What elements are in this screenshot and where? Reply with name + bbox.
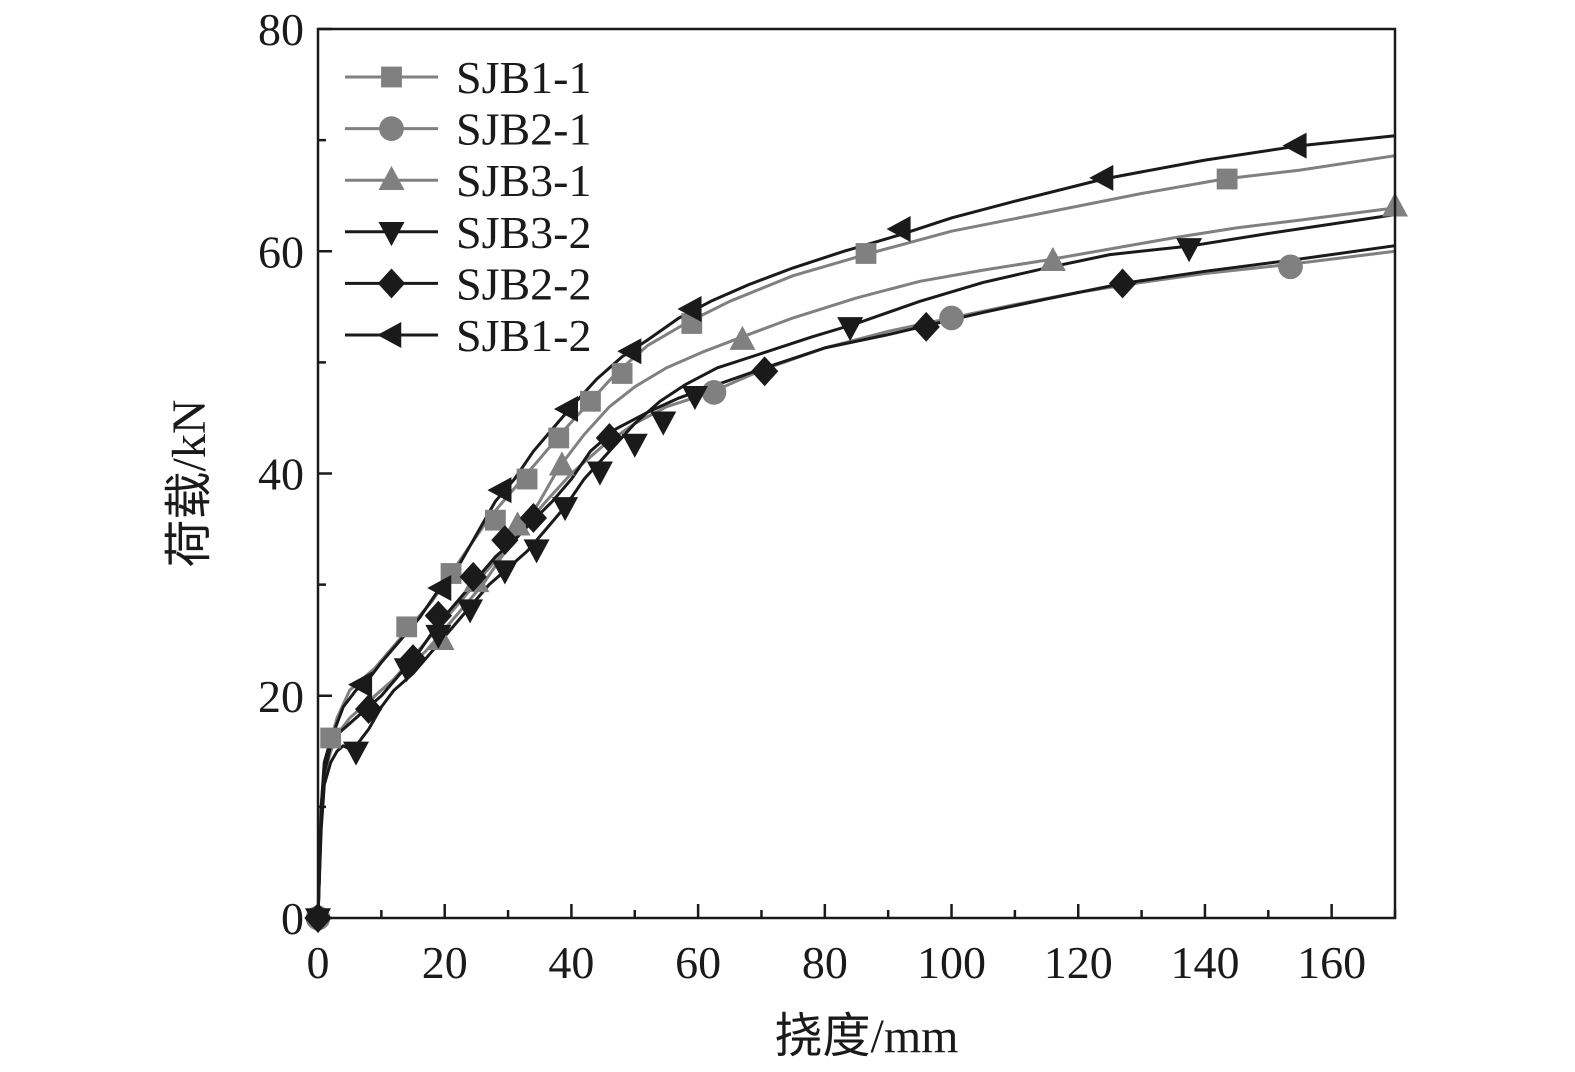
x-tick-label: 160 <box>1297 937 1366 988</box>
x-tick-label: 140 <box>1170 937 1239 988</box>
marker-sjb2-1 <box>939 305 964 331</box>
x-tick-label: 120 <box>1044 937 1113 988</box>
legend-marker <box>377 268 406 299</box>
legend-label: SJB1-2 <box>456 310 591 361</box>
marker-sjb3-2 <box>343 741 370 766</box>
marker-sjb3-2 <box>650 411 677 436</box>
legend-item-sjb2-2: SJB2-2 <box>345 258 591 309</box>
marker-sjb2-2 <box>424 600 453 631</box>
marker-sjb3-2 <box>586 461 613 486</box>
marker-sjb2-2 <box>595 422 624 453</box>
marker-sjb1-1 <box>855 243 877 264</box>
legend-marker <box>377 322 402 348</box>
x-tick-label: 80 <box>802 937 848 988</box>
legend-item-sjb3-2: SJB3-2 <box>345 207 591 258</box>
legend-item-sjb1-2: SJB1-2 <box>345 310 591 361</box>
y-axis-label: 荷载/kN <box>163 399 216 567</box>
marker-sjb2-2 <box>355 694 383 725</box>
x-axis-label: 挠度/mm <box>774 1010 958 1063</box>
legend-label: SJB3-1 <box>456 155 591 206</box>
marker-sjb2-1 <box>701 380 727 405</box>
line-sjb2-2 <box>316 244 1396 919</box>
marker-sjb1-2 <box>617 338 642 365</box>
legend-marker <box>381 66 402 88</box>
legend-item-sjb2-1: SJB2-1 <box>345 104 591 155</box>
legend-label: SJB3-2 <box>456 207 591 258</box>
marker-sjb2-2 <box>459 561 487 592</box>
y-tick-label: 0 <box>281 893 304 944</box>
legend-item-sjb3-1: SJB3-1 <box>345 155 591 206</box>
legend-item-sjb1-1: SJB1-1 <box>345 52 591 103</box>
marker-sjb1-1 <box>611 363 633 384</box>
marker-sjb3-1 <box>729 325 756 350</box>
marker-sjb3-2 <box>425 624 452 649</box>
marker-sjb3-2 <box>681 385 708 411</box>
marker-sjb1-2 <box>677 296 702 323</box>
marker-sjb1-2 <box>487 477 512 504</box>
y-tick-label: 80 <box>258 4 304 55</box>
legend-marker <box>379 116 404 141</box>
axis-ticks <box>316 27 1397 920</box>
y-tick-label: 40 <box>258 449 304 500</box>
tick-labels: 0 20 40 60 80 100 120 140 160 0 20 40 60 80 <box>258 4 1366 988</box>
marker-sjb3-1 <box>1039 246 1066 272</box>
marker-sjb3-1 <box>504 511 531 536</box>
x-tick-label: 20 <box>422 937 468 988</box>
marker-sjb3-2 <box>621 433 648 458</box>
marker-sjb1-1 <box>1216 168 1238 190</box>
marker-sjb2-2 <box>491 525 519 556</box>
marker-sjb1-1 <box>320 727 342 749</box>
marker-sjb2-2 <box>912 311 940 342</box>
marker-sjb3-2 <box>1176 238 1203 263</box>
marker-sjb3-2 <box>523 539 550 564</box>
marker-sjb3-2 <box>457 599 484 624</box>
x-tick-label: 0 <box>307 937 330 988</box>
marker-sjb1-2 <box>427 574 452 601</box>
legend-label: SJB2-1 <box>456 104 591 155</box>
marker-sjb2-2 <box>519 503 548 533</box>
marker-sjb1-1 <box>516 468 538 490</box>
marker-sjb2-2 <box>1108 268 1137 299</box>
x-tick-label: 60 <box>675 937 721 988</box>
marker-sjb1-2 <box>1089 164 1114 191</box>
marker-sjb3-2 <box>837 317 864 342</box>
marker-sjb1-2 <box>1282 132 1307 159</box>
y-tick-label: 20 <box>258 671 304 722</box>
marker-sjb1-1 <box>396 616 418 638</box>
legend-label: SJB2-2 <box>456 258 591 309</box>
marker-sjb3-2 <box>491 560 518 585</box>
y-tick-label: 60 <box>258 226 304 277</box>
marker-sjb1-2 <box>886 216 911 243</box>
marker-sjb1-1 <box>484 509 506 531</box>
legend-label: SJB1-1 <box>456 52 591 103</box>
marker-sjb2-2 <box>750 356 779 387</box>
marker-sjb1-2 <box>348 671 373 698</box>
marker-sjb1-1 <box>580 390 601 412</box>
marker-sjb1-1 <box>548 427 570 449</box>
marker-sjb2-2 <box>399 644 427 675</box>
line-sjb1-2 <box>316 134 1396 919</box>
x-tick-label: 100 <box>917 937 986 988</box>
marker-sjb2-1 <box>1278 254 1303 280</box>
marker-sjb3-1 <box>548 451 575 476</box>
marker-sjb1-2 <box>553 396 578 423</box>
marker-sjb3-2 <box>552 497 579 522</box>
legend-marker <box>378 222 405 247</box>
x-tick-label: 40 <box>548 937 594 988</box>
legend-marker <box>378 165 405 190</box>
